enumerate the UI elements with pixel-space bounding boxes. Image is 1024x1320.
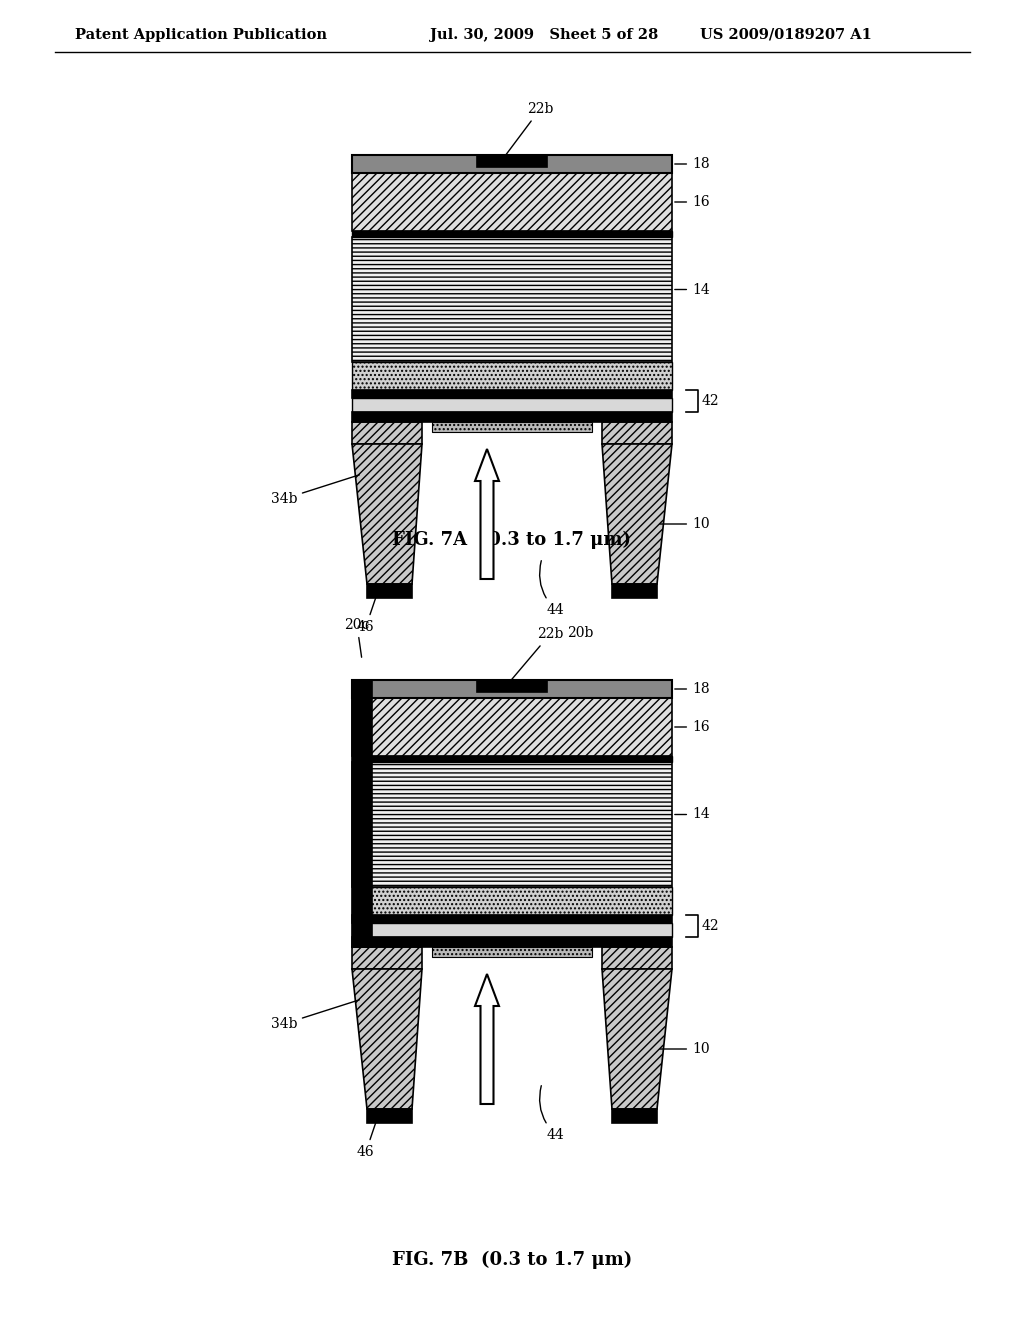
Bar [367, 1109, 412, 1123]
Bar [352, 680, 672, 698]
Bar [352, 923, 672, 937]
Bar [432, 946, 592, 957]
Text: Jul. 30, 2009   Sheet 5 of 28: Jul. 30, 2009 Sheet 5 of 28 [430, 28, 658, 42]
Text: 20c: 20c [344, 618, 370, 657]
Polygon shape [602, 444, 672, 583]
Text: 22b: 22b [509, 627, 563, 682]
Text: 22b: 22b [504, 102, 553, 158]
Text: FIG. 7A  (0.3 to 1.7 μm): FIG. 7A (0.3 to 1.7 μm) [392, 531, 632, 549]
Bar [612, 1109, 657, 1123]
Text: Patent Application Publication: Patent Application Publication [75, 28, 327, 42]
Text: 10: 10 [659, 1041, 710, 1056]
Bar [352, 412, 672, 422]
Text: 46: 46 [357, 597, 376, 634]
Bar [352, 887, 672, 915]
Bar [352, 762, 672, 887]
Bar [352, 756, 672, 762]
Bar [352, 698, 672, 756]
Bar [432, 422, 592, 432]
Text: 42: 42 [702, 393, 720, 408]
Text: 20b: 20b [567, 626, 593, 640]
Bar [367, 583, 412, 598]
Polygon shape [602, 969, 672, 1109]
Bar [352, 937, 672, 946]
Text: 16: 16 [675, 719, 710, 734]
Text: 10: 10 [659, 517, 710, 531]
Bar [477, 154, 547, 168]
Polygon shape [475, 449, 499, 579]
Polygon shape [352, 969, 422, 1109]
Bar [477, 680, 547, 692]
Text: 42: 42 [702, 919, 720, 933]
Bar [612, 583, 657, 598]
Bar [352, 154, 672, 173]
Text: 34b: 34b [270, 475, 359, 506]
Polygon shape [352, 444, 422, 583]
Text: 16: 16 [675, 195, 710, 209]
Text: 44: 44 [540, 1085, 565, 1142]
Bar [602, 422, 672, 444]
Bar [352, 680, 372, 946]
Text: FIG. 7B  (0.3 to 1.7 μm): FIG. 7B (0.3 to 1.7 μm) [392, 1251, 632, 1269]
Text: 46: 46 [357, 1122, 376, 1159]
Text: 34b: 34b [270, 999, 359, 1031]
Bar [352, 389, 672, 399]
Text: 14: 14 [675, 808, 710, 821]
Bar [352, 946, 422, 969]
Text: 18: 18 [675, 157, 710, 172]
Bar [352, 231, 672, 238]
Text: 14: 14 [675, 282, 710, 297]
Bar [352, 173, 672, 231]
Bar [352, 362, 672, 389]
Bar [352, 422, 422, 444]
Bar [602, 946, 672, 969]
Text: US 2009/0189207 A1: US 2009/0189207 A1 [700, 28, 871, 42]
Polygon shape [475, 974, 499, 1104]
Text: 44: 44 [540, 561, 565, 616]
Bar [352, 399, 672, 412]
Text: 18: 18 [675, 682, 710, 696]
Bar [352, 915, 672, 923]
Bar [352, 238, 672, 362]
